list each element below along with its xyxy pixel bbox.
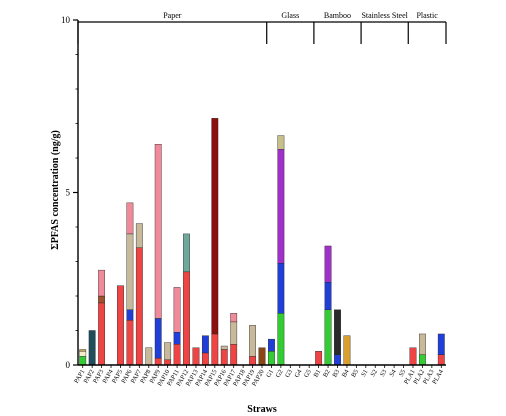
bar-segment-pla4-1 [437, 354, 445, 366]
bar-segment-g2-4 [277, 135, 285, 150]
y-tick-label-5: 5 [66, 188, 71, 198]
bar-segment-pla4-2 [437, 333, 445, 355]
bar-segment-pap5-1 [117, 285, 124, 366]
bar-segment-pla2-2 [419, 333, 426, 355]
group-label-paper: Paper [163, 11, 182, 20]
bar-segment-b1-1 [315, 351, 323, 366]
group-label-stainless-steel: Stainless Steel [361, 11, 408, 20]
bar-segment-pap6-3 [126, 233, 134, 310]
x-tick-label-s4: S4 [388, 368, 398, 378]
x-tick-label-g1: G1 [265, 369, 275, 379]
bar-segment-b3-2 [334, 309, 341, 355]
bar-segment-pap10-1 [164, 359, 172, 366]
bar-segment-pap16-1 [220, 349, 228, 366]
bar-segment-g2-2 [277, 263, 285, 314]
x-tick-label-s3: S3 [379, 369, 388, 378]
x-tick-label-b3: B3 [331, 369, 341, 379]
x-tick-labels-layer: PAP1PAP2PAP3PAP4PAP5PAP6PAP7PAP8PAP9PAP1… [73, 365, 445, 387]
bar-segment-pap3-1 [98, 302, 105, 366]
x-tick-label-b4: B4 [341, 368, 351, 379]
group-brackets-layer: Paper Glass Bamboo Stainless Steel Plastic [77, 11, 447, 44]
bar-segment-pap19-2 [249, 325, 256, 357]
y-axis-label: ΣPFAS concentration (ng/g) [50, 130, 61, 250]
bar-segment-pap11-2 [173, 332, 181, 345]
bars-layer [79, 118, 445, 366]
x-tick-label-b5: B5 [350, 369, 360, 379]
bar-segment-b4-1 [343, 335, 351, 366]
bar-segment-pap9-1 [154, 357, 162, 366]
bar-segment-pap10-2 [164, 342, 172, 361]
bar-segment-pla2-1 [419, 354, 426, 366]
y-tick-label-0: 0 [66, 360, 71, 370]
group-label-bamboo: Bamboo [324, 11, 351, 20]
bar-segment-g2-1 [277, 313, 285, 366]
bar-segment-pap12-1 [183, 271, 190, 366]
x-tick-label-g3: G3 [284, 369, 294, 379]
bar-segment-b2-2 [324, 282, 332, 311]
bar-segment-pap11-3 [173, 287, 181, 333]
x-tick-label-s1: S1 [360, 369, 369, 378]
x-tick-label-pla4: PLA4 [431, 368, 445, 386]
bar-segment-pap16-2 [220, 345, 228, 350]
bar-segment-pap11-1 [173, 344, 181, 366]
bar-segment-g1-2 [268, 338, 275, 352]
bar-segment-pap1-1 [79, 356, 87, 366]
bar-segment-pap3-2 [98, 295, 105, 304]
bar-segment-pap8-1 [145, 347, 153, 366]
bar-segment-pap14-2 [201, 335, 209, 354]
bar-segment-pap13-1 [192, 347, 200, 366]
bar-segment-pap7-1 [135, 247, 143, 366]
bar-segment-pap12-2 [183, 233, 190, 273]
group-label-plastic: Plastic [416, 11, 438, 20]
bar-segment-pap6-4 [126, 202, 134, 235]
x-tick-label-g2: G2 [275, 369, 285, 379]
bar-segment-pap14-1 [201, 352, 209, 366]
x-tick-label-g5: G5 [303, 369, 313, 379]
bar-segment-pap15-1 [211, 333, 219, 366]
x-axis-label: Straws [247, 404, 277, 415]
bar-segment-pap6-2 [126, 309, 134, 321]
group-label-glass: Glass [281, 11, 299, 20]
x-tick-label-b1: B1 [312, 369, 322, 379]
bar-segment-pap9-2 [154, 318, 162, 359]
bar-segment-pla1-1 [409, 347, 417, 366]
bar-segment-pap1-2 [79, 351, 87, 357]
y-tick-label-10: 10 [61, 15, 71, 25]
x-tick-label-s5: S5 [398, 369, 407, 378]
bar-segment-pap3-3 [98, 269, 105, 297]
bar-segment-pap9-3 [154, 143, 162, 319]
bar-segment-g2-3 [277, 149, 285, 264]
bar-segment-g1-1 [268, 351, 275, 366]
bar-segment-pap1-3 [79, 349, 87, 352]
x-tick-label-g4: G4 [293, 368, 303, 379]
bar-segment-pap7-2 [135, 223, 143, 248]
bar-segment-pap17-2 [230, 321, 238, 345]
bar-segment-b3-1 [334, 354, 341, 366]
bar-segment-pap17-1 [230, 344, 238, 366]
bar-segment-pap15-2 [211, 118, 219, 335]
bar-segment-pap17-3 [230, 313, 238, 323]
bar-segment-pap6-1 [126, 319, 134, 366]
bar-segment-pap2-1 [88, 330, 96, 366]
x-tick-label-s2: S2 [369, 369, 378, 378]
bar-segment-pap20-1 [258, 347, 266, 366]
bar-segment-b2-3 [324, 245, 332, 283]
x-tick-label-b2: B2 [322, 369, 332, 379]
bar-segment-pap19-1 [249, 356, 256, 366]
bar-segment-b2-1 [324, 309, 332, 366]
